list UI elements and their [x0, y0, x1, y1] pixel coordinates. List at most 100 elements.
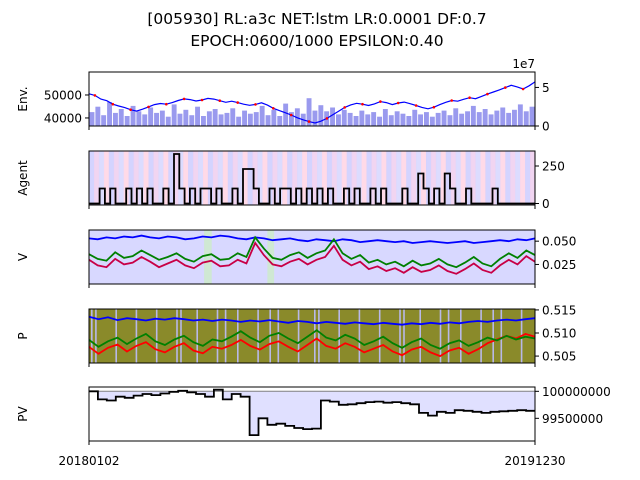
volume-bar — [113, 112, 118, 126]
volume-bar — [212, 109, 218, 126]
volume-bar — [523, 111, 529, 126]
action-band — [326, 151, 333, 205]
volume-bar — [412, 109, 418, 126]
volume-bar — [441, 110, 447, 126]
action-band — [465, 151, 472, 205]
volume-bar — [341, 109, 347, 126]
volume-bar — [142, 114, 148, 126]
action-band — [302, 151, 308, 205]
volume-bar — [89, 112, 95, 126]
p-stripe — [318, 309, 320, 363]
action-band — [108, 151, 115, 205]
env-exponent-label: 1e7 — [512, 57, 535, 71]
volume-bar — [177, 113, 183, 126]
v-background — [89, 230, 535, 284]
action-band — [237, 151, 244, 205]
price-marker-red — [254, 103, 257, 106]
action-band — [530, 151, 536, 205]
action-band — [351, 151, 358, 205]
v-right-tick-0050: 0.050 — [542, 235, 576, 249]
figure-title-line1: [005930] RL:a3c NET:lstm LR:0.0001 DF:0.… — [147, 10, 486, 28]
p-right-tick-0510: 0.510 — [542, 327, 576, 341]
p-blue-line — [88, 315, 536, 326]
action-band — [292, 151, 298, 205]
volume-bar — [453, 108, 459, 126]
p-stripe — [224, 309, 227, 363]
volume-bar — [488, 114, 494, 126]
volume-bar — [371, 112, 377, 126]
volume-bar — [265, 115, 271, 126]
price-marker-red — [414, 104, 418, 107]
action-band — [188, 151, 194, 205]
volume-bar — [154, 112, 159, 126]
price-marker-red — [272, 107, 275, 110]
action-band — [356, 151, 363, 205]
action-band — [426, 151, 432, 205]
price-marker-red — [521, 87, 525, 91]
volume-bar — [406, 116, 412, 126]
p-stripe — [419, 309, 421, 363]
p-stripe — [447, 309, 450, 363]
action-band — [212, 151, 219, 205]
action-band — [277, 151, 283, 205]
volume-bar — [183, 109, 189, 126]
price-marker-red — [307, 120, 311, 123]
p-stripe — [378, 309, 381, 363]
price-marker-red — [361, 102, 364, 106]
panel-p: P 0.505 0.510 0.515 — [16, 303, 576, 367]
volume-bar — [494, 110, 500, 126]
action-band — [490, 151, 496, 205]
volume-bar — [347, 112, 353, 126]
volume-bar — [482, 109, 488, 126]
action-band — [207, 151, 214, 205]
p-stripe — [237, 309, 239, 363]
volume-bar — [500, 107, 506, 126]
p-stripe — [297, 309, 300, 363]
action-band — [94, 151, 100, 205]
action-band — [113, 151, 120, 205]
action-band — [123, 151, 130, 205]
volume-bar — [95, 106, 101, 126]
volume-bar — [294, 108, 300, 126]
p-green-line — [88, 329, 536, 350]
p-red-line — [88, 332, 536, 358]
volume-bar — [289, 112, 294, 126]
action-band — [217, 151, 224, 205]
action-band — [505, 151, 511, 205]
price-marker-red — [396, 101, 400, 105]
p-stripe — [135, 309, 138, 363]
panel-env: Env. 40000 50000 0 5 1e7 — [16, 57, 550, 134]
v-ylabel: V — [16, 252, 30, 261]
pv-right-tick-99500000: 99500000 — [542, 412, 603, 426]
env-frame — [88, 71, 536, 127]
action-band — [262, 151, 268, 205]
env-left-tick-40000: 40000 — [44, 111, 82, 125]
p-stripe — [257, 309, 259, 363]
volume-bar — [465, 111, 470, 126]
action-band — [242, 151, 249, 205]
action-band — [396, 151, 402, 205]
action-band — [128, 151, 135, 205]
volume-bar — [424, 112, 429, 126]
volume-bar — [130, 105, 136, 126]
volume-bar — [259, 105, 265, 126]
pv-ylabel: PV — [16, 405, 30, 421]
agent-right-tick-250: 250 — [542, 160, 565, 174]
p-stripe — [439, 309, 442, 363]
volume-bar — [506, 112, 512, 126]
agent-ylabel: Agent — [16, 160, 30, 196]
price-marker-red — [129, 108, 132, 111]
panel-pv: PV 99500000 100000000 — [16, 385, 611, 445]
price-marker-red — [343, 106, 347, 109]
action-band — [455, 151, 462, 205]
action-band — [317, 151, 323, 205]
volume-bar — [101, 115, 107, 126]
action-band — [287, 151, 293, 205]
action-band — [247, 151, 254, 205]
action-band — [406, 151, 412, 205]
action-band — [381, 151, 387, 205]
price-marker-red — [432, 105, 436, 109]
volume-bar — [283, 103, 289, 126]
p-right-tick-0505: 0.505 — [542, 350, 576, 364]
agent-step-line — [89, 153, 535, 205]
